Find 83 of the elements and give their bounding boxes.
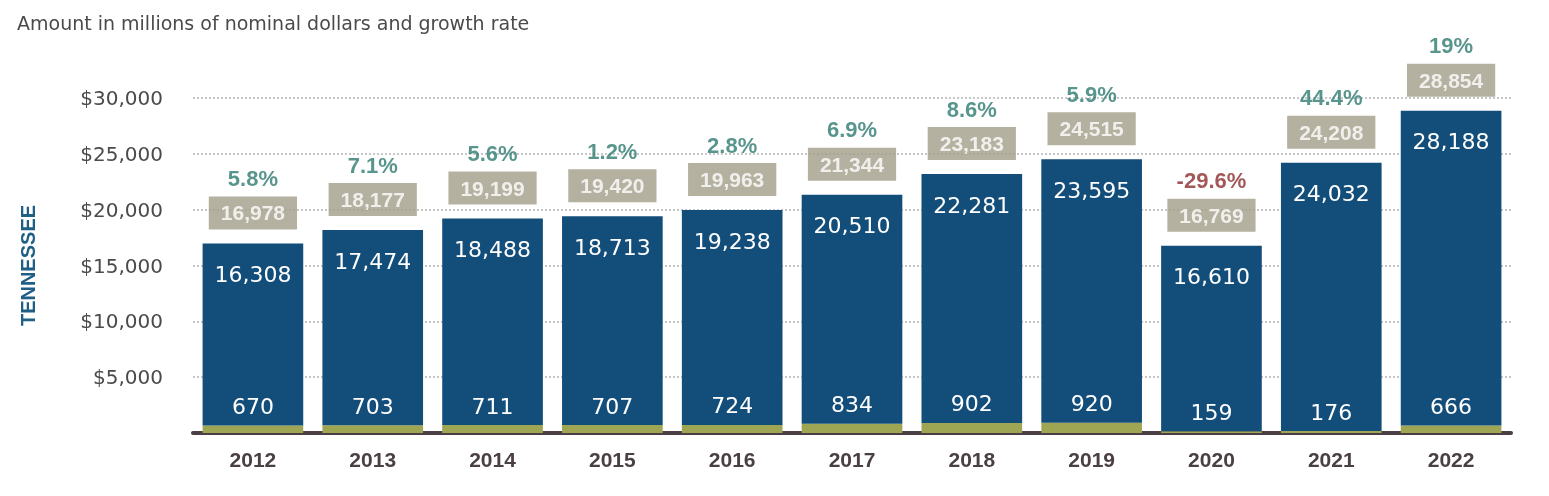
total-label: 19,199 <box>460 176 525 200</box>
data-label: 176 <box>1310 399 1353 425</box>
annotation: 5.9% <box>1066 81 1117 107</box>
annotation: 6.9% <box>826 117 878 143</box>
y-tick-label: $15,000 <box>80 253 163 278</box>
total-label: 24,515 <box>1059 117 1125 141</box>
bar <box>1041 159 1142 423</box>
x-tick-label: 2021 <box>1307 448 1355 471</box>
annotation: 44.4% <box>1300 85 1363 111</box>
y-tick-label: $30,000 <box>80 86 163 110</box>
bar <box>1041 422 1142 433</box>
data-label: 18,488 <box>454 237 532 263</box>
bar <box>681 210 783 425</box>
bar <box>1280 162 1382 432</box>
bar <box>1400 425 1502 433</box>
data-label: 28,188 <box>1412 129 1490 155</box>
data-label: 18,713 <box>573 234 651 260</box>
total-label: 16,978 <box>220 201 286 225</box>
y-tick-label: $10,000 <box>80 309 163 334</box>
annotation: 19% <box>1429 33 1474 59</box>
x-tick-label: 2015 <box>589 448 637 471</box>
annotation: 8.6% <box>946 96 997 122</box>
data-label: 19,238 <box>693 228 771 254</box>
bar <box>442 218 543 426</box>
bar <box>322 425 424 433</box>
data-label: 17,474 <box>334 248 412 274</box>
data-label: 724 <box>711 393 754 419</box>
bar <box>562 425 663 433</box>
data-label: 23,595 <box>1053 177 1131 203</box>
annotation: 5.8% <box>227 165 278 191</box>
total-label: 19,963 <box>700 168 765 192</box>
total-label: 28,854 <box>1418 68 1484 92</box>
annotation: -29.6% <box>1176 168 1247 194</box>
total-label: 24,208 <box>1299 120 1364 144</box>
annotation: 1.2% <box>587 138 638 164</box>
data-label: 834 <box>831 392 873 418</box>
data-label: 159 <box>1190 399 1233 425</box>
bar <box>202 243 304 426</box>
bar <box>921 174 1023 423</box>
data-label: 703 <box>351 393 394 419</box>
data-label: 666 <box>1430 394 1473 420</box>
x-tick-label: 2016 <box>708 448 756 471</box>
data-label: 24,032 <box>1292 181 1370 207</box>
data-label: 902 <box>950 391 993 417</box>
annotation: 2.8% <box>707 132 758 158</box>
x-tick-label: 2020 <box>1188 448 1235 471</box>
bar <box>322 230 424 426</box>
data-label: 707 <box>591 393 634 419</box>
data-label: 22,281 <box>933 192 1011 218</box>
total-label: 18,177 <box>340 188 405 212</box>
y-tick-label: $25,000 <box>80 141 163 166</box>
bar <box>1161 245 1262 432</box>
total-label: 16,769 <box>1179 203 1244 227</box>
bar <box>921 422 1023 433</box>
data-label: 16,610 <box>1172 264 1250 290</box>
total-label: 21,344 <box>819 152 885 176</box>
bar <box>801 194 903 424</box>
bar <box>202 425 304 433</box>
chart-title: Amount in millions of nominal dollars and growth rate <box>17 11 530 34</box>
x-tick-label: 2013 <box>349 448 397 471</box>
bar <box>1400 110 1502 426</box>
x-tick-label: 2019 <box>1068 448 1115 471</box>
data-label: 711 <box>471 393 514 419</box>
data-label: 16,308 <box>214 261 292 287</box>
total-label: 23,183 <box>939 132 1004 156</box>
bar <box>562 216 663 426</box>
y-tick-label: $5,000 <box>93 365 163 390</box>
y-tick-label: $20,000 <box>80 197 163 222</box>
x-tick-label: 2017 <box>828 448 876 471</box>
data-label: 920 <box>1070 391 1113 417</box>
bar <box>681 424 783 433</box>
x-tick-label: 2014 <box>469 448 517 471</box>
data-label: 670 <box>231 394 274 420</box>
x-tick-label: 2022 <box>1427 448 1475 471</box>
data-label: 20,510 <box>813 213 891 239</box>
y-axis-title: TENNESSEE <box>17 204 39 327</box>
total-label: 19,420 <box>580 174 645 198</box>
bar <box>801 423 903 433</box>
annotation: 7.1% <box>347 152 398 178</box>
bar <box>442 425 543 433</box>
x-tick-label: 2018 <box>948 448 996 471</box>
annotation: 5.6% <box>467 141 518 167</box>
x-tick-label: 2012 <box>229 448 277 471</box>
